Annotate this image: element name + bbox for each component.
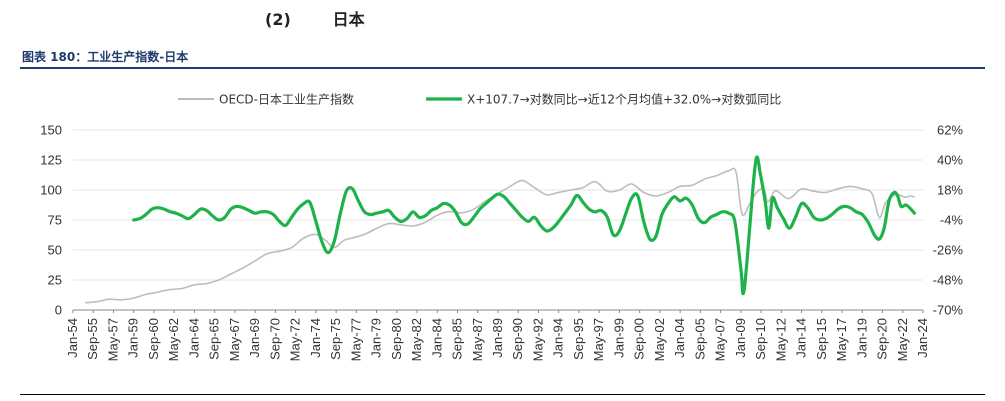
left-y-tick-label: 150 [40,123,62,138]
right-y-tick-label: -26% [933,243,964,258]
legend-label-yoy: X+107.7→对数同比→近12个月均值+32.0%→对数弧同比 [467,92,781,107]
left-y-tick-labels: 0 25 50 75 100 125 150 [40,123,62,318]
left-y-tick-label: 50 [48,243,62,258]
x-tick-label: Sep-90 [510,318,525,360]
x-tick-label: Sep-85 [450,318,465,360]
x-tick-label: Sep-70 [267,318,282,360]
x-tick-label: Jan-79 [369,318,384,358]
x-tick-label: Sep-00 [632,318,647,360]
x-tick-label: May-17 [834,318,849,361]
x-tick-label: Sep-80 [389,318,404,360]
left-y-tick-label: 75 [48,213,62,228]
x-tick-label: Jan-89 [490,318,505,358]
oecd-series [85,167,915,304]
x-tick-label: Jan-59 [126,318,141,358]
x-tick-label: May-97 [591,318,606,361]
legend-label-oecd: OECD-日本工业生产指数 [219,92,354,107]
x-tick-label: Sep-05 [692,318,707,360]
x-tick-label: Sep-95 [571,318,586,360]
right-y-tick-label: 62% [937,123,963,138]
x-tick-label: Jan-04 [672,318,687,358]
left-y-tick-label: 100 [40,183,62,198]
x-tick-label: May-12 [773,318,788,361]
title-rule [20,67,985,69]
section-heading: (2) 日本 [265,6,365,30]
x-tick-label: May-22 [895,318,910,361]
x-tick-label: Jan-14 [794,318,809,358]
right-y-tick-label: 40% [937,153,963,168]
x-tick-label: Jan-19 [854,318,869,358]
x-tick-label: Sep-75 [328,318,343,360]
section-title: 日本 [332,10,365,29]
bottom-rule [20,394,985,395]
x-tick-label: Sep-60 [146,318,161,360]
x-tick-labels: Jan-54 Sep-55 May-57 Jan-59 Sep-60 May-62 Jan-… [65,310,930,361]
yoy-line [132,155,917,296]
x-tick-label: Jan-09 [733,318,748,358]
x-tick-label: May-72 [288,318,303,361]
figure-title: 图表 180：工业生产指数-日本 [22,50,189,64]
left-y-tick-label: 25 [48,273,62,288]
x-tick-label: Jan-74 [308,318,323,358]
right-y-tick-label: -48% [933,273,964,288]
x-tick-label: Jan-54 [65,318,80,358]
x-tick-label: Jan-99 [611,318,626,358]
x-tick-label: May-57 [105,318,120,361]
x-tick-label: May-67 [227,318,242,361]
yoy-series [132,155,917,296]
x-tick-label: Sep-10 [753,318,768,360]
left-y-tick-label: 0 [55,303,62,318]
x-tick-label: Jan-69 [247,318,262,358]
x-tick-label: Sep-15 [814,318,829,360]
x-tick-label: Sep-55 [85,318,100,360]
right-y-tick-label: 18% [937,183,963,198]
x-tick-label: Jan-84 [429,318,444,358]
left-y-tick-label: 125 [40,153,62,168]
x-tick-label: May-62 [166,318,181,361]
x-tick-label: May-92 [530,318,545,361]
right-y-tick-labels: -70% -48% -26% -4% 18% 40% 62% [933,123,964,318]
x-tick-label: Sep-65 [207,318,222,360]
x-tick-label: May-02 [652,318,667,361]
x-tick-label: Jan-64 [186,318,201,358]
x-tick-label: Jan-94 [551,318,566,358]
right-y-tick-label: -70% [933,303,964,318]
x-tick-label: May-07 [713,318,728,361]
x-tick-label: May-87 [470,318,485,361]
x-tick-label: Jan-24 [915,318,930,358]
section-number: (2) [265,10,291,29]
x-tick-label: May-82 [409,318,424,361]
x-tick-label: Sep-20 [875,318,890,360]
oecd-line [85,167,915,304]
right-y-tick-label: -4% [940,213,964,228]
x-tick-label: May-77 [348,318,363,361]
legend: OECD-日本工业生产指数 X+107.7→对数同比→近12个月均值+32.0%→… [178,92,781,107]
